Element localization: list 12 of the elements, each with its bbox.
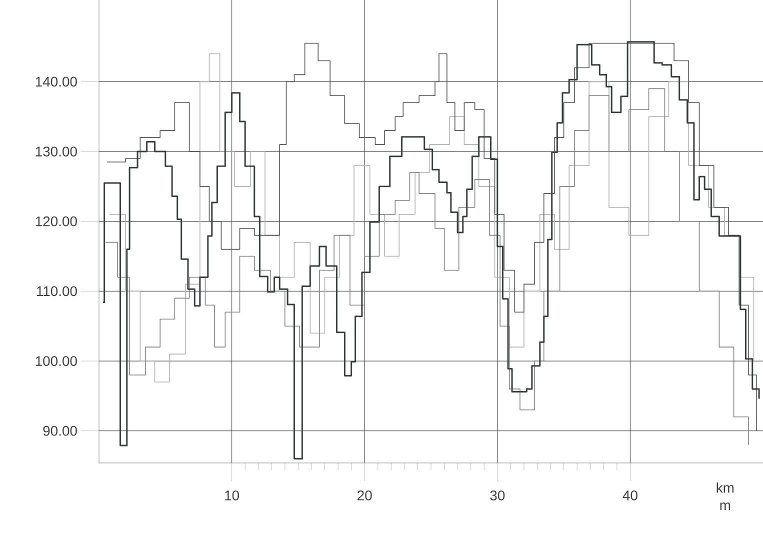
x-axis-title: km — [716, 482, 734, 493]
x-tick-label: 10 — [225, 490, 240, 500]
text: m — [720, 502, 730, 510]
x-tick-label: 20 — [358, 490, 372, 500]
y-tick-label: 130.00 — [36, 146, 77, 156]
x-tick-label: 30 — [490, 490, 505, 500]
x-tick-label: 40 — [622, 490, 638, 500]
y-tick-label: 90.00 — [43, 426, 77, 436]
y-tick-label: 100.00 — [36, 356, 77, 366]
y-tick-label: 120.00 — [36, 216, 77, 226]
y-tick-label: 110.00 — [36, 286, 77, 296]
y-tick-label: 140.00 — [36, 76, 77, 87]
